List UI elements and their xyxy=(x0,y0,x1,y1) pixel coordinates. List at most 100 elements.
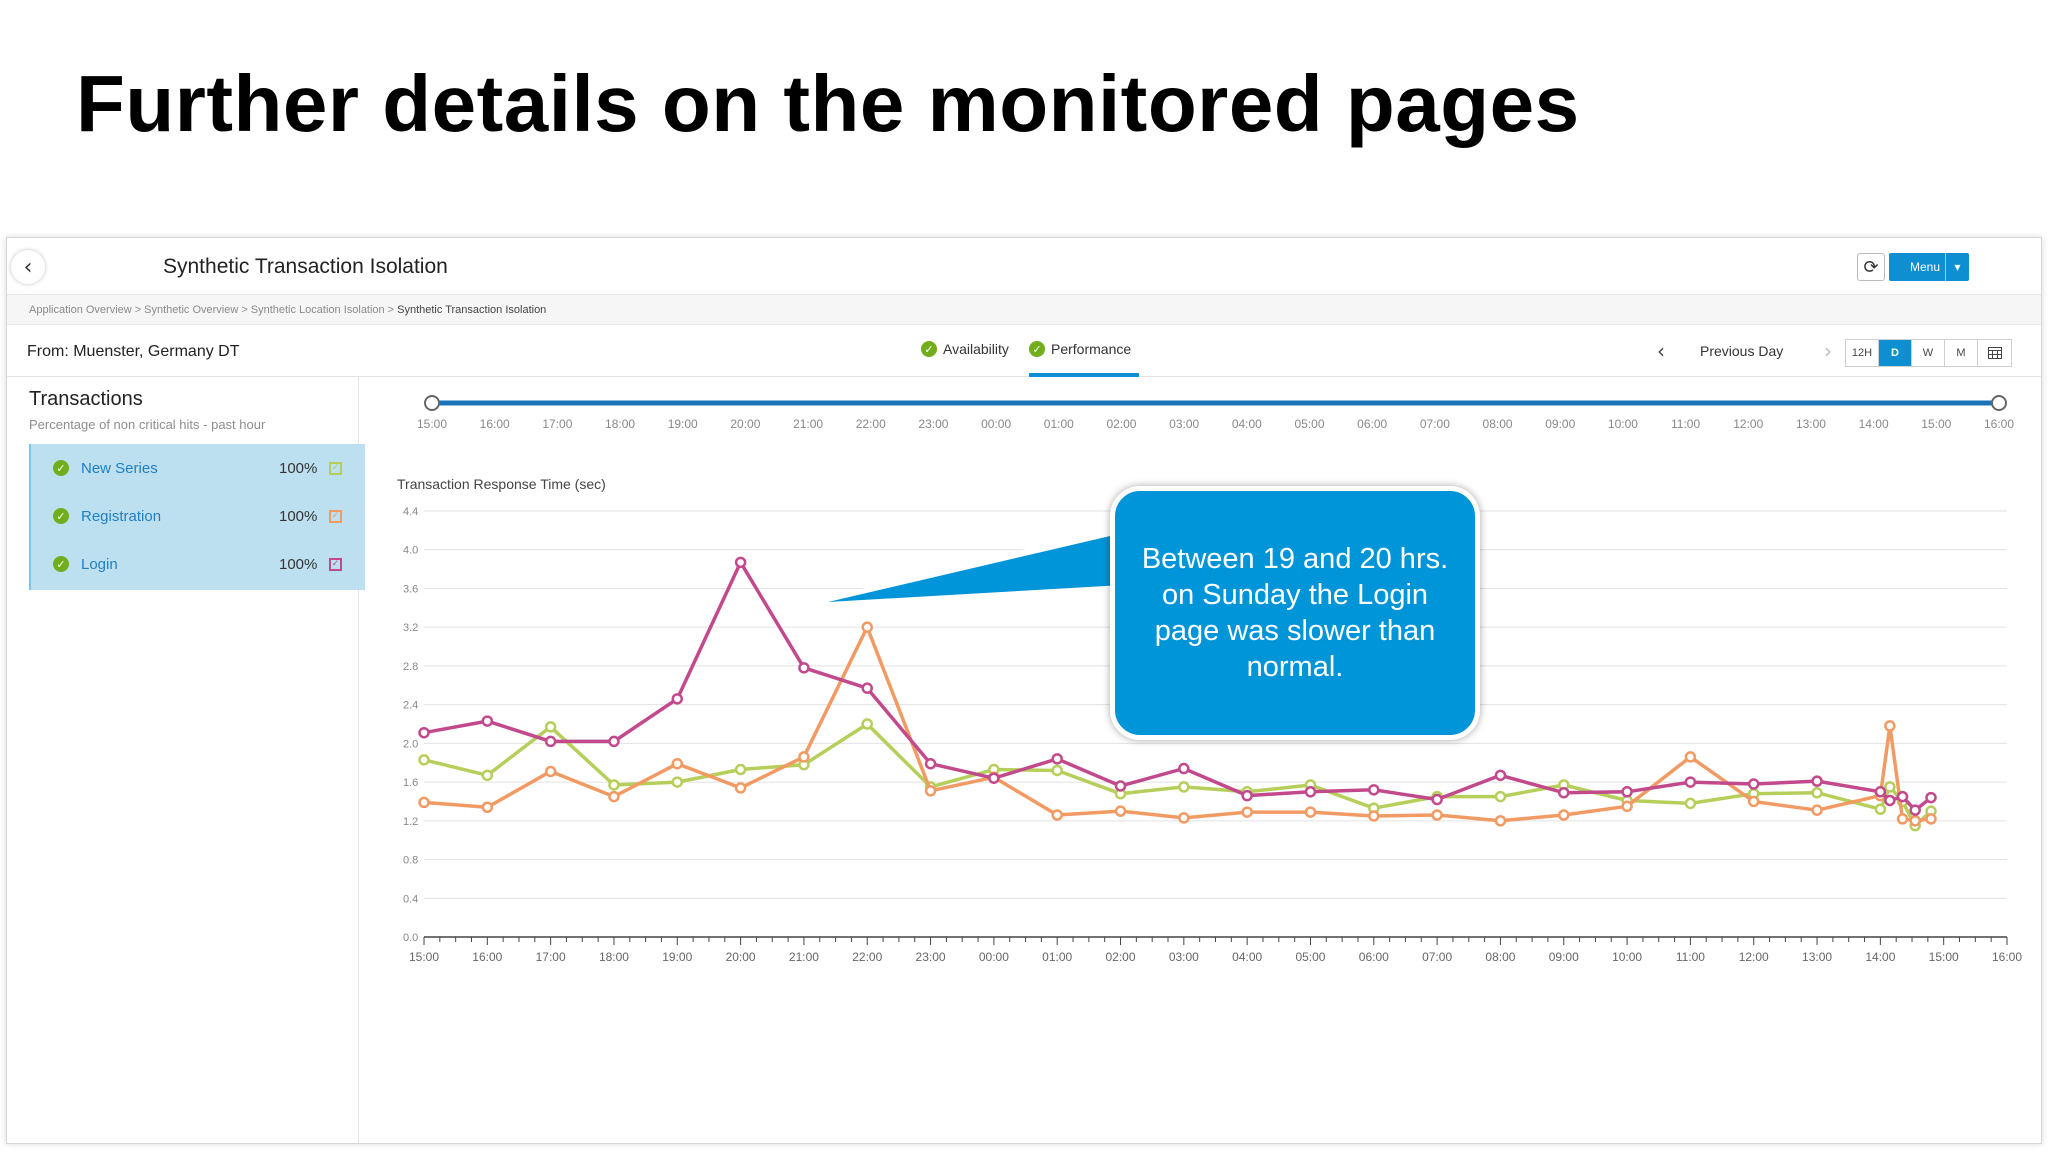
series-toggle-checkbox[interactable]: ✓ xyxy=(329,557,342,571)
range-12h-button[interactable]: 12H xyxy=(1846,340,1879,366)
data-point xyxy=(608,735,620,748)
chevron-down-icon[interactable]: ▾ xyxy=(1945,253,1969,281)
data-point xyxy=(1304,786,1317,798)
x-tick-label: 05:00 xyxy=(1295,950,1325,964)
data-point xyxy=(418,796,430,809)
data-point xyxy=(1494,790,1507,803)
x-tick-label: 06:00 xyxy=(1359,950,1389,964)
data-point xyxy=(1051,753,1063,765)
transaction-name[interactable]: New Series xyxy=(81,459,158,477)
data-point xyxy=(1884,720,1896,732)
data-point xyxy=(1558,786,1570,799)
range-month-button[interactable]: M xyxy=(1945,340,1978,366)
timeline-tick-label: 18:00 xyxy=(605,417,635,431)
data-point xyxy=(734,782,747,794)
timeline-tick-label: 06:00 xyxy=(1357,417,1387,431)
timeline-start-handle[interactable] xyxy=(424,395,440,411)
data-point xyxy=(798,751,810,763)
list-item[interactable]: ✓ New Series 100% ✓ xyxy=(31,444,365,492)
data-point xyxy=(1874,786,1887,798)
transaction-percentage: 100% xyxy=(279,459,318,477)
data-point xyxy=(1909,804,1921,816)
breadcrumb-current: Synthetic Transaction Isolation xyxy=(397,304,547,316)
y-tick-label: 3.2 xyxy=(403,622,418,634)
y-tick-label: 0.8 xyxy=(403,855,418,867)
previous-day-link[interactable]: Previous Day xyxy=(1700,343,1784,359)
list-item[interactable]: ✓ Registration 100% ✓ xyxy=(31,492,365,540)
x-tick-label: 10:00 xyxy=(1612,950,1642,964)
data-point xyxy=(1431,809,1443,821)
check-icon: ✓ xyxy=(1029,341,1045,357)
data-point xyxy=(1241,789,1253,802)
timeline-tick-label: 16:00 xyxy=(1984,417,2014,431)
next-day-arrow-icon[interactable]: › xyxy=(1824,339,1832,363)
breadcrumb-item[interactable]: Synthetic Overview xyxy=(144,304,239,316)
timeline-tick-label: 09:00 xyxy=(1545,417,1575,431)
time-range-selector: 12H D W M xyxy=(1845,339,2012,367)
menu-label: Menu xyxy=(1910,260,1941,274)
data-point xyxy=(544,735,557,748)
series-toggle-checkbox[interactable]: ✓ xyxy=(329,509,342,523)
data-point xyxy=(924,785,937,797)
transaction-percentage: 100% xyxy=(279,555,318,573)
chart-area: 15:00 16:00 17:00 18:00 19:00 20:00 21:00 22:00… xyxy=(367,393,2037,1133)
series-line-login xyxy=(423,560,1933,812)
data-point xyxy=(1178,812,1190,824)
y-tick-label: 3.6 xyxy=(403,583,418,595)
data-point xyxy=(1811,786,1823,799)
data-point xyxy=(861,621,873,633)
x-tick-label: 14:00 xyxy=(1865,950,1895,964)
range-week-button[interactable]: W xyxy=(1912,340,1945,366)
y-tick-label: 4.0 xyxy=(403,545,418,557)
data-point xyxy=(418,726,430,739)
x-tick-label: 15:00 xyxy=(1929,950,1959,964)
data-point xyxy=(544,765,557,778)
callout-text: Between 19 and 20 hrs. on Sunday the Log… xyxy=(1141,543,1449,683)
y-tick-label: 0.4 xyxy=(403,893,418,905)
timeline-tick-label: 19:00 xyxy=(668,417,698,431)
timeline-tick-label: 10:00 xyxy=(1608,417,1638,431)
timeline-end-handle[interactable] xyxy=(1991,395,2007,411)
timeline-tick-label: 20:00 xyxy=(730,417,760,431)
tab-availability[interactable]: ✓ Availability xyxy=(921,341,1009,377)
data-point xyxy=(1684,751,1697,763)
data-point xyxy=(544,721,557,733)
list-item[interactable]: ✓ Login 100% ✓ xyxy=(31,540,365,588)
data-point xyxy=(1684,797,1697,810)
refresh-button[interactable]: ⟳ xyxy=(1857,253,1885,281)
range-day-button[interactable]: D xyxy=(1879,340,1912,366)
data-point xyxy=(608,790,620,803)
breadcrumb-item[interactable]: Application Overview xyxy=(29,304,132,316)
check-icon: ✓ xyxy=(53,508,69,524)
transaction-name[interactable]: Registration xyxy=(81,507,162,525)
timeline-tick-label: 01:00 xyxy=(1044,417,1074,431)
data-point xyxy=(1114,805,1127,817)
transaction-name[interactable]: Login xyxy=(81,555,118,573)
location-label: From: Muenster, Germany DT xyxy=(27,343,240,360)
timeline-tick-label: 23:00 xyxy=(918,417,948,431)
series-toggle-checkbox[interactable]: ✓ xyxy=(329,461,342,475)
data-point xyxy=(418,754,430,766)
timeline-tick-label: 12:00 xyxy=(1733,417,1763,431)
page-title: Synthetic Transaction Isolation xyxy=(163,255,448,278)
calendar-button[interactable] xyxy=(1978,340,2011,366)
x-tick-label: 22:00 xyxy=(852,950,882,964)
data-point xyxy=(1051,809,1063,821)
y-tick-label: 0.0 xyxy=(403,932,418,944)
previous-day-arrow-icon[interactable]: ‹ xyxy=(1657,339,1665,363)
y-tick-label: 2.4 xyxy=(403,700,418,712)
data-point xyxy=(1051,764,1063,777)
refresh-icon: ⟳ xyxy=(1863,256,1879,278)
data-point xyxy=(861,718,873,730)
y-tick-label: 4.4 xyxy=(403,506,418,518)
tab-performance[interactable]: ✓ Performance xyxy=(1029,341,1140,377)
data-point xyxy=(1368,784,1380,796)
back-button[interactable]: ‹ xyxy=(11,250,45,284)
app-window: ‹ Synthetic Transaction Isolation ⟳ Menu… xyxy=(6,237,2042,1144)
tab-label: Performance xyxy=(1051,341,1132,357)
data-point xyxy=(1494,815,1507,827)
data-point xyxy=(988,772,1000,784)
breadcrumb-item[interactable]: Synthetic Location Isolation xyxy=(250,304,385,316)
data-point xyxy=(924,757,937,770)
menu-button[interactable]: Menu ▾ xyxy=(1889,253,1969,281)
